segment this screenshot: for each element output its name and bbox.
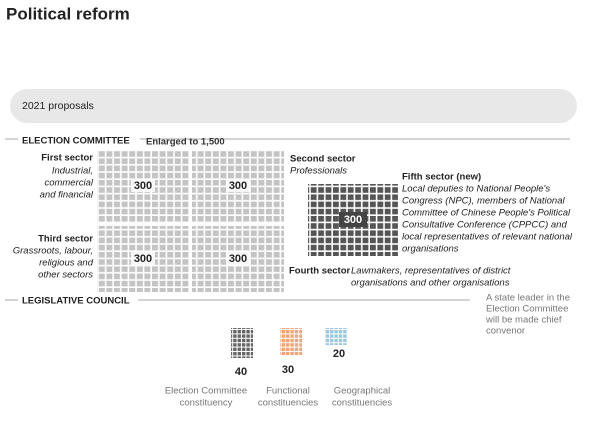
banner-bg bbox=[10, 89, 577, 123]
sector-desc: Congress (NPC), members of National bbox=[402, 196, 565, 207]
sector-desc: Professionals bbox=[290, 166, 347, 177]
lc-heading: LEGISLATIVE COUNCIL bbox=[22, 296, 130, 307]
seat-count: 300 bbox=[344, 214, 362, 226]
heading-bg bbox=[18, 133, 140, 145]
group-label: constituency bbox=[180, 398, 233, 409]
label-bg bbox=[226, 252, 250, 265]
sector-desc: Local deputies to National People's bbox=[402, 184, 550, 195]
sector-name: First sector bbox=[41, 153, 93, 164]
sector-desc: organisations bbox=[402, 244, 459, 255]
sector-name: Fifth sector (new) bbox=[402, 172, 481, 183]
seat-count: 30 bbox=[282, 364, 294, 376]
sector-desc: organisations and other organisations bbox=[351, 278, 510, 289]
sector-desc: other sectors bbox=[38, 270, 93, 281]
title: Political reform bbox=[6, 4, 130, 23]
waffle bbox=[325, 328, 347, 345]
seat-count: 300 bbox=[229, 253, 247, 265]
ec-heading: ELECTION COMMITTEE bbox=[22, 136, 130, 147]
seat-count: 300 bbox=[229, 180, 247, 192]
sector-name: Third sector bbox=[38, 234, 93, 245]
lc-note: will be made chief bbox=[485, 315, 562, 326]
sector-desc: and financial bbox=[40, 190, 94, 201]
lc-note: A state leader in the bbox=[486, 293, 570, 304]
sector-name: Fourth sector bbox=[289, 266, 351, 277]
group-label: constituencies bbox=[332, 398, 392, 409]
lc-note: convenor bbox=[486, 326, 525, 337]
sector-name: Second sector bbox=[290, 154, 356, 165]
group-label: Geographical bbox=[334, 386, 391, 397]
banner: 2021 proposals bbox=[22, 100, 94, 112]
lc-note: Election Committee bbox=[486, 304, 568, 315]
sector-desc: Consultative Conference (CPPCC) and bbox=[402, 220, 567, 231]
group-label: Election Committee bbox=[165, 386, 247, 397]
group-label: Functional bbox=[266, 386, 310, 397]
group-label: constituencies bbox=[258, 398, 318, 409]
label-bg bbox=[131, 252, 155, 265]
heading-bg bbox=[18, 294, 138, 306]
seat-count: 300 bbox=[134, 180, 152, 192]
label-bg bbox=[131, 179, 155, 192]
sector-desc: Industrial, bbox=[52, 166, 93, 177]
sector-desc: commercial bbox=[44, 178, 93, 189]
sector-desc: Lawmakers, representatives of district bbox=[351, 266, 511, 277]
seat-count: 20 bbox=[333, 348, 345, 360]
sector-desc: religious and bbox=[39, 258, 94, 269]
label-bg bbox=[339, 212, 367, 227]
waffle bbox=[231, 328, 253, 358]
waffle bbox=[280, 328, 302, 355]
sector-desc: Committee of Chinese People's Political bbox=[402, 208, 571, 219]
seat-count: 40 bbox=[235, 366, 247, 378]
label-bg bbox=[226, 179, 250, 192]
sector-desc: Grassroots, labour, bbox=[13, 246, 93, 257]
sector-desc: local representatives of relevant nation… bbox=[402, 232, 573, 243]
seat-count: 300 bbox=[134, 253, 152, 265]
ec-note: Enlarged to 1,500 bbox=[146, 137, 225, 148]
